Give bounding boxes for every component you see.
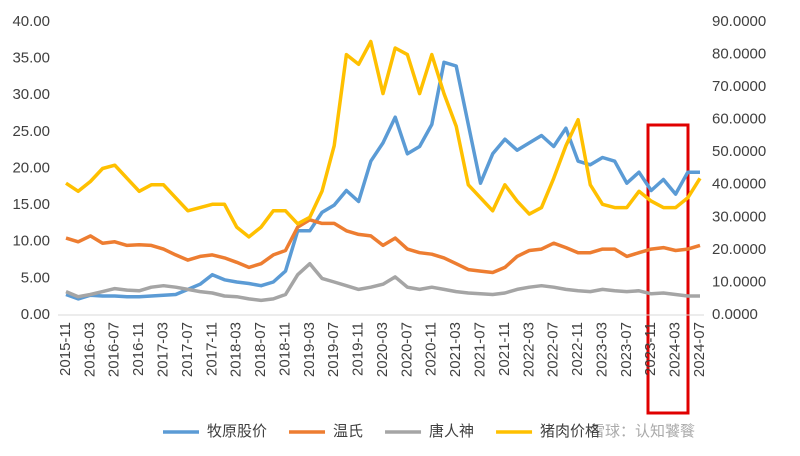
- highlight-box: [646, 123, 690, 415]
- x-tick-label: 2019-03: [301, 322, 318, 377]
- series-line: [65, 261, 700, 303]
- y-tick-label: 20.00: [12, 159, 50, 176]
- y-tick-label: 30.00: [12, 86, 50, 103]
- watermark: 雪球：认知饕餮: [590, 422, 695, 440]
- x-tick-label: 2015-11: [57, 322, 74, 376]
- series-line: [65, 60, 700, 301]
- x-tick-label: 2019-11: [350, 322, 367, 376]
- x-tick-label: 2018-07: [252, 322, 269, 377]
- x-tick-label: 2024-03: [667, 322, 684, 377]
- y2-tick-label: 10.0000: [712, 273, 766, 290]
- legend-label: 猪肉价格: [540, 423, 600, 440]
- x-tick-label: 2020-11: [423, 322, 440, 376]
- x-tick-label: 2020-03: [374, 322, 391, 377]
- x-tick-label: 2016-07: [106, 322, 123, 377]
- x-tick-label: 2021-07: [472, 322, 489, 377]
- y-tick-label: 35.00: [12, 50, 50, 67]
- series-line: [65, 218, 701, 275]
- y-tick-label: 40.00: [12, 13, 50, 30]
- y2-tick-label: 90.0000: [712, 13, 766, 30]
- x-tick-label: 2017-03: [155, 322, 172, 377]
- x-tick-label: 2017-07: [179, 322, 196, 377]
- series-line: [65, 39, 702, 239]
- y-tick-label: 5.00: [21, 269, 50, 286]
- x-tick-label: 2023-03: [593, 322, 610, 377]
- x-tick-label: 2021-03: [447, 322, 464, 377]
- y2-tick-label: 20.0000: [712, 241, 766, 258]
- x-tick-label: 2016-11: [130, 322, 147, 376]
- legend-label: 牧原股价: [207, 423, 267, 440]
- x-tick-label: 2020-07: [398, 322, 415, 377]
- y2-tick-label: 80.0000: [712, 46, 766, 63]
- y-tick-label: 10.00: [12, 233, 50, 250]
- x-tick-label: 2017-11: [203, 322, 220, 376]
- x-tick-label: 2018-11: [276, 322, 293, 376]
- x-tick-label: 2023-07: [618, 322, 635, 377]
- x-tick-label: 2024-07: [691, 322, 708, 377]
- y2-tick-label: 0.0000: [712, 306, 758, 323]
- y-tick-label: 25.00: [12, 123, 50, 140]
- legend-label: 唐人神: [429, 423, 474, 440]
- x-tick-label: 2018-03: [228, 322, 245, 377]
- x-tick-label: 2016-03: [81, 322, 98, 377]
- x-tick-label: 2023-11: [642, 322, 659, 376]
- y-tick-label: 15.00: [12, 196, 50, 213]
- y2-tick-label: 40.0000: [712, 176, 766, 193]
- x-tick-label: 2019-07: [325, 322, 342, 377]
- x-tick-label: 2021-11: [496, 322, 513, 376]
- x-tick-label: 2022-07: [545, 322, 562, 377]
- x-tick-label: 2022-11: [569, 322, 586, 376]
- y2-tick-label: 70.0000: [712, 78, 766, 95]
- x-tick-label: 2022-03: [520, 322, 537, 377]
- legend-label: 温氏: [333, 423, 363, 440]
- y2-tick-label: 30.0000: [712, 208, 766, 225]
- y-tick-label: 0.00: [21, 306, 50, 323]
- y2-tick-label: 50.0000: [712, 143, 766, 160]
- y2-tick-label: 60.0000: [712, 111, 766, 128]
